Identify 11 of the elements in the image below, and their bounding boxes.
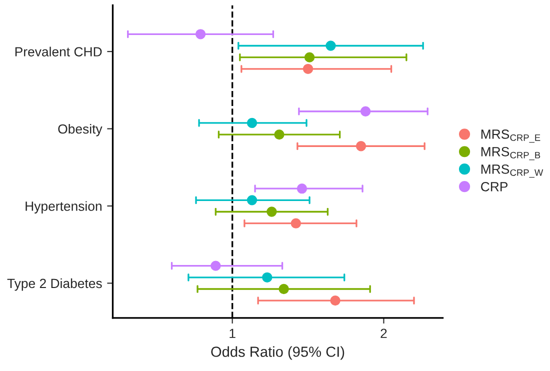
x-tick-label: 1	[230, 328, 236, 338]
y-tick-label: Type 2 Diabetes	[7, 278, 102, 291]
legend-label: MRS$_{CRP_B}$	[481, 147, 540, 160]
legend-label: MRS$_{CRP_W}$	[481, 164, 544, 178]
x-axis-title: Odds Ratio (95% CI)	[211, 346, 344, 360]
y-tick-label: Hypertension	[26, 201, 102, 214]
y-tick-label: Prevalent CHD	[15, 46, 102, 56]
legend-label: CRP	[481, 182, 508, 192]
y-tick-label: Obesity	[58, 124, 102, 136]
x-tick-label: 2	[380, 328, 387, 338]
legend-label: MRS$_{CRP_E}$	[481, 130, 540, 143]
